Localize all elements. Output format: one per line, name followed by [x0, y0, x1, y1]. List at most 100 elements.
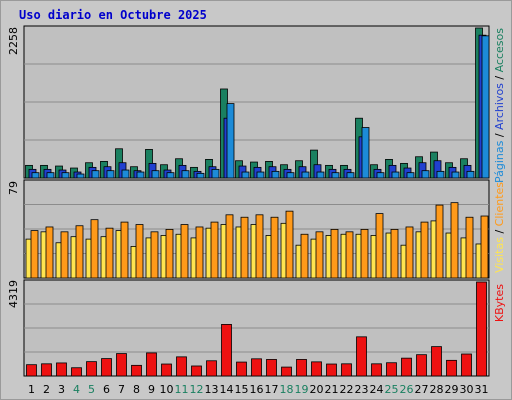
bar-clientes: [420, 221, 429, 279]
bar-clientes: [465, 216, 474, 279]
bar-clientes: [45, 226, 54, 279]
bar-kbytes: [461, 353, 472, 377]
bar-paginas: [301, 171, 310, 179]
bar-kbytes: [371, 363, 382, 377]
bar-kbytes: [251, 358, 262, 377]
bar-paginas: [361, 127, 370, 179]
bar-clientes: [90, 219, 99, 279]
bar-clientes: [390, 228, 399, 279]
x-tick-label: 8: [133, 383, 140, 396]
bar-paginas: [91, 170, 100, 179]
bar-paginas: [451, 171, 460, 179]
bar-kbytes: [431, 346, 442, 377]
bar-clientes: [60, 231, 69, 279]
bar-paginas: [346, 172, 355, 179]
x-tick-label: 1: [28, 383, 35, 396]
bar-paginas: [181, 170, 190, 179]
x-tick-label: 24: [370, 383, 384, 396]
bar-kbytes: [41, 363, 52, 377]
x-tick-label: 7: [118, 383, 125, 396]
bar-paginas: [436, 170, 445, 179]
bar-kbytes: [56, 362, 67, 377]
bar-clientes: [360, 228, 369, 279]
x-tick-label: 5: [88, 383, 95, 396]
bar-paginas: [241, 171, 250, 179]
bar-paginas: [46, 172, 55, 179]
bar-clientes: [345, 231, 354, 279]
bar-kbytes: [221, 324, 232, 377]
bar-clientes: [150, 231, 159, 279]
bar-kbytes: [86, 361, 97, 377]
x-tick-label: 9: [148, 383, 155, 396]
bar-paginas: [166, 172, 175, 179]
legend-item: Accesos: [493, 28, 506, 73]
bar-clientes: [285, 210, 294, 279]
bar-clientes: [105, 227, 114, 279]
bar-clientes: [120, 221, 129, 279]
bar-paginas: [271, 170, 280, 179]
bar-kbytes: [341, 363, 352, 377]
bar-paginas: [286, 172, 295, 179]
bar-paginas: [256, 171, 265, 179]
legend-item: Páginas: [493, 140, 506, 183]
ymax-label-accesos: 2258: [7, 27, 20, 55]
legend-item: Visitas: [493, 237, 506, 273]
bar-paginas: [76, 173, 85, 179]
x-tick-label: 16: [250, 383, 264, 396]
bar-clientes: [165, 228, 174, 279]
ymax-label-kbytes: 4319: [7, 280, 20, 308]
x-tick-label: 15: [235, 383, 249, 396]
bar-kbytes: [311, 361, 322, 377]
bar-kbytes: [446, 359, 457, 377]
bar-clientes: [330, 228, 339, 279]
bar-clientes: [315, 231, 324, 279]
bar-paginas: [481, 35, 490, 179]
bar-paginas: [421, 170, 430, 179]
bar-paginas: [61, 172, 70, 179]
bar-kbytes: [101, 358, 112, 377]
bar-kbytes: [266, 359, 277, 377]
x-tick-label: 23: [355, 383, 369, 396]
bar-paginas: [466, 170, 475, 179]
legend-item: Archivos: [493, 83, 506, 130]
bar-kbytes: [476, 281, 487, 377]
bar-kbytes: [236, 361, 247, 377]
bar-clientes: [405, 226, 414, 279]
bar-paginas: [196, 172, 205, 179]
bar-clientes: [450, 202, 459, 279]
bar-paginas: [211, 168, 220, 179]
legend-separator: /: [493, 226, 506, 237]
bar-kbytes: [26, 364, 37, 377]
x-tick-label: 25: [385, 383, 399, 396]
bar-kbytes: [416, 354, 427, 377]
bar-clientes: [300, 233, 309, 279]
bar-clientes: [180, 224, 189, 279]
bar-clientes: [210, 221, 219, 279]
bar-kbytes: [206, 360, 217, 377]
x-tick-label: 6: [103, 383, 110, 396]
x-tick-label: 3: [58, 383, 65, 396]
bar-paginas: [226, 103, 235, 179]
bar-kbytes: [161, 363, 172, 377]
x-tick-label: 10: [160, 383, 174, 396]
bar-paginas: [106, 170, 115, 179]
x-tick-label: 31: [475, 383, 489, 396]
bar-clientes: [480, 215, 489, 279]
bar-paginas: [331, 172, 340, 179]
bar-clientes: [375, 213, 384, 279]
bar-clientes: [240, 216, 249, 279]
legend-item: Clientes: [493, 182, 506, 227]
bar-clientes: [435, 204, 444, 279]
bar-kbytes: [191, 365, 202, 377]
ymax-label-visitas: 79: [7, 181, 20, 195]
x-tick-label: 21: [325, 383, 339, 396]
x-tick-label: 12: [190, 383, 204, 396]
x-tick-label: 29: [445, 383, 459, 396]
legend-visitas-panel: Visitas / Clientes: [493, 182, 506, 273]
bar-clientes: [195, 226, 204, 279]
bar-kbytes: [116, 353, 127, 377]
bar-paginas: [391, 171, 400, 179]
chart-title: Uso diario en Octubre 2025: [19, 8, 207, 22]
x-tick-label: 2: [43, 383, 50, 396]
